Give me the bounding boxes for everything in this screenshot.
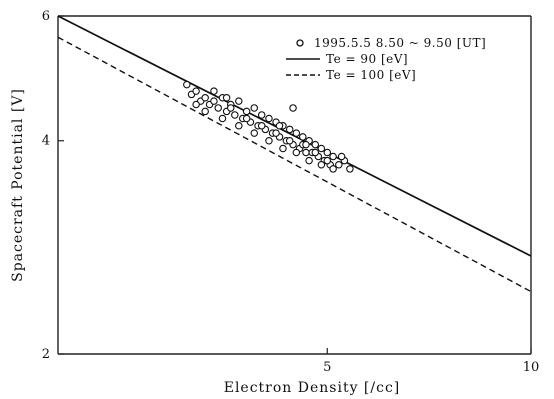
scatter-point xyxy=(235,121,243,130)
plot-frame xyxy=(57,15,532,355)
legend-label-dashed: Te = 100 [eV] xyxy=(326,68,416,82)
scatter-point xyxy=(337,152,346,161)
scatter-point xyxy=(250,104,259,112)
scatter-point xyxy=(323,148,332,157)
x-tick-label: 5 xyxy=(323,360,331,375)
scatter-point xyxy=(192,100,200,109)
scatter-point xyxy=(302,140,310,149)
scatter-point xyxy=(311,140,320,149)
scatter-point xyxy=(242,107,251,116)
x-axis-title: Electron Density [/cc] xyxy=(224,380,401,396)
scatter-point xyxy=(272,129,280,137)
scatter-point xyxy=(323,156,332,165)
scatter-point xyxy=(302,148,310,157)
y-axis-title: Spacecraft Potential [V] xyxy=(10,88,26,282)
scatter-point xyxy=(329,165,337,173)
scatter-point xyxy=(242,114,251,123)
scatter-point xyxy=(329,152,337,161)
scatter-point xyxy=(292,129,301,137)
scatter-point xyxy=(214,104,222,112)
scatter-point xyxy=(183,80,191,89)
scatter-point xyxy=(250,129,259,137)
y-tick-label: 6 xyxy=(42,9,50,24)
scatter-point xyxy=(317,160,326,169)
scatter-point xyxy=(192,87,200,95)
scatter-point xyxy=(317,144,326,153)
scatter-point xyxy=(285,136,294,145)
legend-label-scatter: 1995.5.5 8.50 ~ 9.50 [UT] xyxy=(314,36,486,50)
scatter-point xyxy=(265,136,273,145)
scatter-point xyxy=(257,111,266,119)
scatter-point xyxy=(311,148,320,157)
scatter-point xyxy=(235,97,243,105)
scatter-point xyxy=(201,107,209,116)
scatter-point xyxy=(289,104,297,112)
scatter-point xyxy=(285,125,294,134)
data-points xyxy=(183,80,354,173)
legend-label-solid: Te = 90 [eV] xyxy=(326,52,408,66)
legend: 1995.5.5 8.50 ~ 9.50 [UT] Te = 90 [eV] T… xyxy=(286,36,486,82)
legend-marker-scatter xyxy=(296,39,304,47)
scatter-point xyxy=(257,121,266,130)
scatter-point xyxy=(265,114,273,123)
scatter-point xyxy=(299,133,307,141)
scatter-point xyxy=(222,93,231,102)
scatter-point xyxy=(210,87,218,95)
scatter-point xyxy=(335,160,343,169)
y-tick-label: 4 xyxy=(42,134,50,149)
x-tick-label: 10 xyxy=(523,360,540,375)
y-tick-label: 2 xyxy=(42,347,50,362)
axis-ticks: 5 10 2 4 6 xyxy=(42,9,540,375)
scatter-point xyxy=(231,111,239,119)
scatter-point xyxy=(305,156,313,165)
scatter-point xyxy=(210,97,218,105)
scatter-point xyxy=(275,121,284,130)
scatter-point xyxy=(218,114,227,123)
scatter-point xyxy=(201,93,209,102)
scatter-point xyxy=(292,148,301,157)
scatter-point xyxy=(346,165,354,173)
scatter-point xyxy=(226,104,235,112)
scatter-point xyxy=(279,144,287,153)
